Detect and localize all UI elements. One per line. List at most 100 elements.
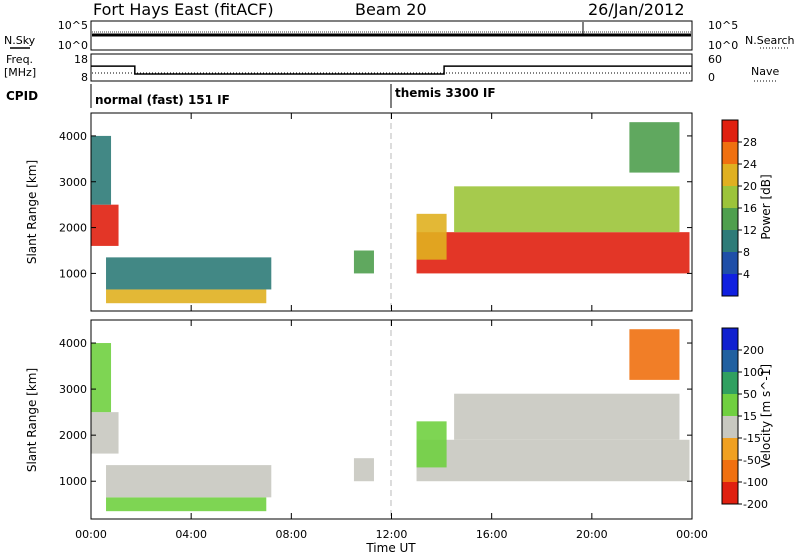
velocity-scale-swatch-4 [722,394,738,416]
power-scale-swatch-5 [722,164,738,186]
velocity-echo-8 [629,329,680,380]
time-axis: 00:00 04:00 08:00 12:00 16:00 20:00 00:00 [75,113,708,541]
power-scale-tick-4: 20 [743,180,757,193]
velocity-scale-tick-7: -200 [743,498,768,511]
power-echo-6 [416,213,447,260]
velocity-scale-swatch-5 [722,372,738,394]
velocity-scale-swatch-3 [722,416,738,438]
power-echo-3 [106,257,272,290]
power-scale-swatch-3 [722,208,738,230]
power-scale-swatch-6 [722,142,738,164]
cpid-mode-2: themis 3300 IF [395,86,496,100]
nave-label: Nave [751,65,779,78]
velocity-ylabel: Slant Range [km] [25,368,39,472]
velocity-scale-tick-0: 200 [743,344,764,357]
power-ytick-1: 2000 [59,222,87,235]
cpid-label: CPID [6,89,38,103]
velocity-ytick-0: 1000 [59,475,87,488]
velocity-echo-3 [106,465,272,498]
velocity-ytick-3: 4000 [59,337,87,350]
velocity-scale-tick-5: -50 [743,454,761,467]
time-tick-4: 16:00 [476,528,508,541]
velocity-scale-tick-6: -100 [743,476,768,489]
noise-right-tick-lo: 10^0 [708,39,738,52]
velocity-colorbar: 200 100 50 15 -15 -50 -100 -200 Velocity [m s^-… [721,327,773,511]
cpid-mode-1: normal (fast) 151 IF [95,93,230,107]
cpid-panel: CPID normal (fast) 151 IF themis 3300 IF [6,84,496,108]
power-ytick-0: 1000 [59,267,87,280]
power-scale-tick-1: 8 [743,246,750,259]
time-tick-3: 12:00 [376,528,408,541]
velocity-echo-4 [353,458,374,482]
velocity-echo-5 [416,439,690,482]
nsearch-label: N.Search [745,34,795,47]
velocity-echo-2 [106,497,267,512]
freq-unit-label: [MHz] [4,66,36,79]
freq-panel: 18 8 60 0 Freq. [MHz] Nave [4,53,779,84]
velocity-scale-swatch-2 [722,438,738,460]
freq-tick-hi: 18 [74,53,88,66]
time-axis-label: Time UT [365,541,416,554]
time-tick-5: 20:00 [576,528,608,541]
noise-left-tick-lo: 10^0 [58,39,88,52]
power-echo-5 [416,232,690,274]
velocity-scale-tick-2: 50 [743,388,757,401]
velocity-panel: 1000 2000 3000 4000 Slant Range [km] [25,319,693,520]
velocity-echo-7 [454,393,680,440]
noise-panel: 10^5 10^0 10^5 10^0 N.Sky N.Search [4,19,795,52]
time-tick-1: 04:00 [175,528,207,541]
power-scale-tick-3: 16 [743,202,757,215]
power-scale-tick-2: 12 [743,224,757,237]
power-ytick-2: 3000 [59,176,87,189]
date-title: 26/Jan/2012 [588,0,685,19]
noise-right-tick-hi: 10^5 [708,19,738,32]
time-tick-2: 08:00 [275,528,307,541]
velocity-scale-swatch-1 [722,460,738,482]
velocity-ytick-1: 2000 [59,429,87,442]
power-scale-swatch-7 [722,120,738,142]
freq-tick-lo: 8 [81,71,88,84]
power-echo-regions [91,122,690,304]
power-echo-0 [91,204,119,246]
power-scale-tick-6: 28 [743,136,757,149]
power-scale-tick-0: 4 [743,268,750,281]
power-scale-title: Power [dB] [759,174,773,239]
velocity-scale-swatch-0 [722,482,738,504]
power-echo-4 [353,250,374,274]
velocity-echo-6 [416,421,447,468]
power-scale-swatch-2 [722,230,738,252]
velocity-scale-title: Velocity [m s^-1] [759,364,773,468]
freq-label: Freq. [6,53,33,66]
velocity-echo-regions [91,329,690,512]
velocity-scale-swatch-7 [722,328,738,350]
power-echo-2 [106,289,267,304]
freq-trace [91,65,692,75]
power-scale-swatch-0 [722,274,738,296]
power-scale-swatch-4 [722,186,738,208]
beam-title: Beam 20 [355,0,427,19]
velocity-scale-tick-4: -15 [743,432,761,445]
power-echo-1 [91,135,112,205]
power-panel: 1000 2000 3000 4000 Slant Range [km] [25,112,693,312]
power-scale-swatch-1 [722,252,738,274]
power-echo-8 [629,122,680,173]
power-scale-tick-5: 24 [743,158,757,171]
velocity-scale-swatch-6 [722,350,738,372]
station-title: Fort Hays East (fitACF) [93,0,274,19]
velocity-scale-tick-3: 15 [743,410,757,423]
velocity-ytick-2: 3000 [59,383,87,396]
velocity-scale-tick-1: 100 [743,366,764,379]
power-ytick-3: 4000 [59,130,87,143]
nave-tick-lo: 0 [708,71,715,84]
power-colorbar: 4 8 12 16 20 24 28 Power [dB] [721,119,773,297]
time-tick-6: 00:00 [676,528,708,541]
nave-tick-hi: 60 [708,53,722,66]
velocity-echo-0 [91,412,119,454]
noise-left-tick-hi: 10^5 [58,19,88,32]
time-tick-0: 00:00 [75,528,107,541]
nsky-label: N.Sky [4,34,36,47]
power-echo-7 [454,186,680,233]
velocity-echo-1 [91,343,112,413]
power-ylabel: Slant Range [km] [25,160,39,264]
